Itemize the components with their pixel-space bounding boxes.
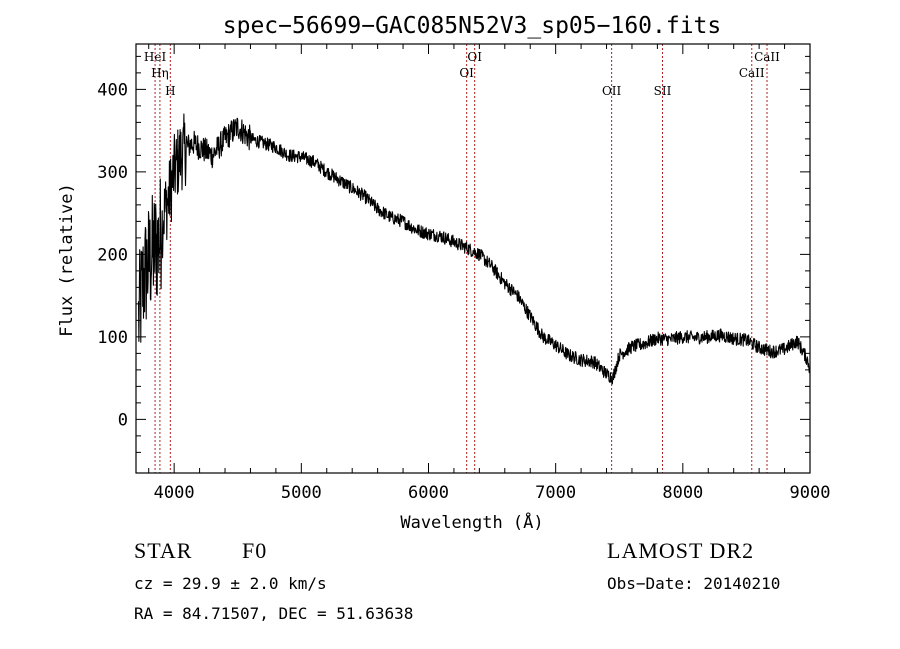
line-marker-label: CaII	[739, 66, 765, 80]
object-subclass: F0	[242, 538, 268, 563]
x-tick-label: 6000	[408, 483, 449, 503]
line-marker-label: OI	[467, 50, 482, 64]
line-marker-label: H	[165, 84, 175, 98]
line-marker-label: CaII	[754, 50, 780, 64]
line-marker-label: HeI	[144, 50, 167, 64]
y-tick-label: 200	[97, 245, 128, 265]
survey-name: LAMOST DR2	[607, 538, 755, 563]
x-tick-label: 9000	[790, 483, 831, 503]
observation-date: Obs−Date: 20140210	[607, 574, 781, 593]
object-class: STAR	[134, 538, 193, 563]
x-tick-label: 7000	[535, 483, 576, 503]
y-tick-label: 0	[118, 410, 128, 430]
redshift-cz: cz = 29.9 ± 2.0 km/s	[134, 574, 327, 593]
x-axis-label: Wavelength (Å)	[400, 511, 543, 533]
axis-ticks: 4000 5000 6000 7000 8000 9000 0 100 200 300 400	[97, 44, 830, 503]
y-tick-label: 400	[97, 80, 128, 100]
y-tick-label: 300	[97, 163, 128, 183]
y-axis-label: Flux (relative)	[57, 183, 77, 337]
x-tick-label: 8000	[662, 483, 703, 503]
chart-title: spec−56699−GAC085N52V3_sp05−160.fits	[223, 13, 722, 39]
y-tick-label: 100	[97, 328, 128, 348]
line-marker-label: Hη	[151, 66, 169, 80]
line-marker-label: SII	[654, 84, 672, 98]
coordinates: RA = 84.71507, DEC = 51.63638	[134, 604, 414, 623]
plot-frame	[135, 43, 811, 474]
spectrum-line	[137, 113, 811, 385]
spectral-line-markers: HeI Hη H OI OI OII SII CaII CaII	[144, 44, 780, 473]
line-marker-label: OI	[459, 66, 474, 80]
line-marker-label: OII	[602, 84, 622, 98]
x-tick-label: 4000	[154, 483, 195, 503]
x-tick-label: 5000	[281, 483, 322, 503]
